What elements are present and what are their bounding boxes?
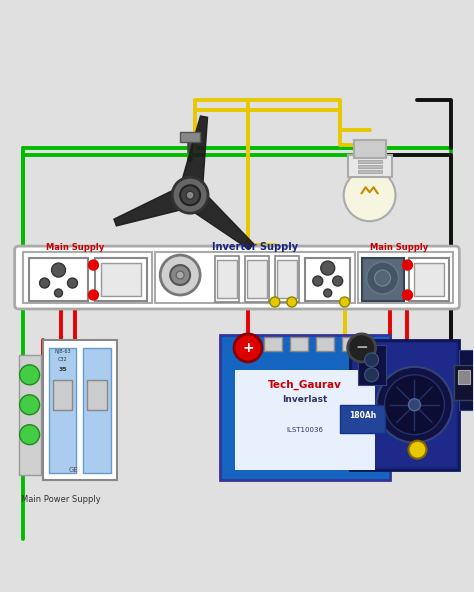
Circle shape: [170, 265, 190, 285]
Text: Invertor Supply: Invertor Supply: [212, 242, 298, 252]
Bar: [28, 258, 89, 301]
Text: GE: GE: [69, 466, 78, 472]
Circle shape: [402, 290, 412, 300]
Bar: [459, 350, 474, 410]
Text: C32: C32: [58, 358, 67, 362]
Circle shape: [384, 375, 445, 435]
Bar: [23, 252, 152, 303]
Bar: [83, 348, 111, 472]
Circle shape: [172, 177, 208, 213]
Bar: [350, 340, 459, 469]
Text: Main Supply: Main Supply: [46, 243, 105, 252]
Bar: [316, 337, 334, 351]
Bar: [354, 140, 385, 158]
Text: +: +: [242, 341, 254, 355]
Bar: [358, 165, 382, 168]
Circle shape: [374, 270, 391, 286]
Bar: [247, 260, 267, 298]
Text: ILST10036: ILST10036: [286, 427, 323, 433]
Circle shape: [40, 278, 50, 288]
Circle shape: [55, 289, 63, 297]
Circle shape: [333, 276, 343, 286]
Text: Main Supply: Main Supply: [370, 243, 428, 252]
Circle shape: [409, 399, 420, 411]
Circle shape: [160, 255, 200, 295]
Bar: [458, 370, 470, 384]
Bar: [264, 337, 282, 351]
Bar: [101, 263, 141, 296]
Bar: [290, 337, 308, 351]
Circle shape: [409, 440, 427, 459]
Bar: [358, 160, 382, 163]
Circle shape: [344, 169, 395, 221]
Bar: [305, 258, 350, 301]
Bar: [155, 252, 355, 303]
Bar: [362, 258, 403, 301]
Circle shape: [366, 262, 399, 294]
Text: 180Ah: 180Ah: [349, 411, 376, 420]
Bar: [277, 260, 297, 298]
Bar: [347, 155, 392, 177]
Circle shape: [89, 260, 99, 270]
Bar: [217, 260, 237, 298]
Bar: [340, 405, 384, 433]
Bar: [358, 170, 382, 173]
Bar: [18, 355, 41, 475]
Bar: [180, 133, 200, 142]
Bar: [238, 337, 256, 351]
Polygon shape: [192, 195, 254, 249]
Bar: [358, 252, 453, 303]
Bar: [48, 348, 76, 472]
Bar: [215, 256, 239, 302]
Bar: [220, 335, 390, 480]
Bar: [87, 380, 108, 410]
Bar: [342, 337, 360, 351]
Circle shape: [340, 297, 350, 307]
Bar: [235, 370, 374, 469]
Bar: [414, 263, 445, 296]
Text: NJB-63: NJB-63: [54, 349, 71, 355]
Circle shape: [180, 185, 200, 205]
Bar: [455, 365, 474, 400]
Text: −: −: [355, 340, 368, 355]
Bar: [410, 258, 449, 301]
Circle shape: [67, 278, 77, 288]
Circle shape: [365, 368, 379, 382]
Text: Tech_Gaurav: Tech_Gaurav: [268, 379, 342, 390]
Circle shape: [52, 263, 65, 277]
Text: 35: 35: [58, 367, 67, 372]
Circle shape: [176, 271, 184, 279]
FancyBboxPatch shape: [15, 246, 459, 309]
Circle shape: [376, 367, 452, 443]
Circle shape: [402, 260, 412, 270]
Text: Main Power Supply: Main Power Supply: [21, 495, 100, 504]
Polygon shape: [182, 116, 208, 185]
Circle shape: [19, 395, 40, 415]
Circle shape: [186, 191, 194, 200]
Circle shape: [270, 297, 280, 307]
Circle shape: [19, 365, 40, 385]
Circle shape: [89, 290, 99, 300]
Circle shape: [365, 353, 379, 367]
Bar: [275, 256, 299, 302]
Circle shape: [313, 276, 323, 286]
Bar: [358, 345, 385, 385]
Polygon shape: [114, 189, 182, 226]
Bar: [43, 340, 118, 480]
Circle shape: [321, 261, 335, 275]
Circle shape: [19, 424, 40, 445]
Bar: [353, 343, 456, 466]
Bar: [95, 258, 147, 301]
Bar: [245, 256, 269, 302]
Bar: [53, 380, 73, 410]
Circle shape: [234, 334, 262, 362]
Circle shape: [324, 289, 332, 297]
Circle shape: [287, 297, 297, 307]
Circle shape: [347, 334, 375, 362]
Text: Inverlast: Inverlast: [282, 395, 328, 404]
